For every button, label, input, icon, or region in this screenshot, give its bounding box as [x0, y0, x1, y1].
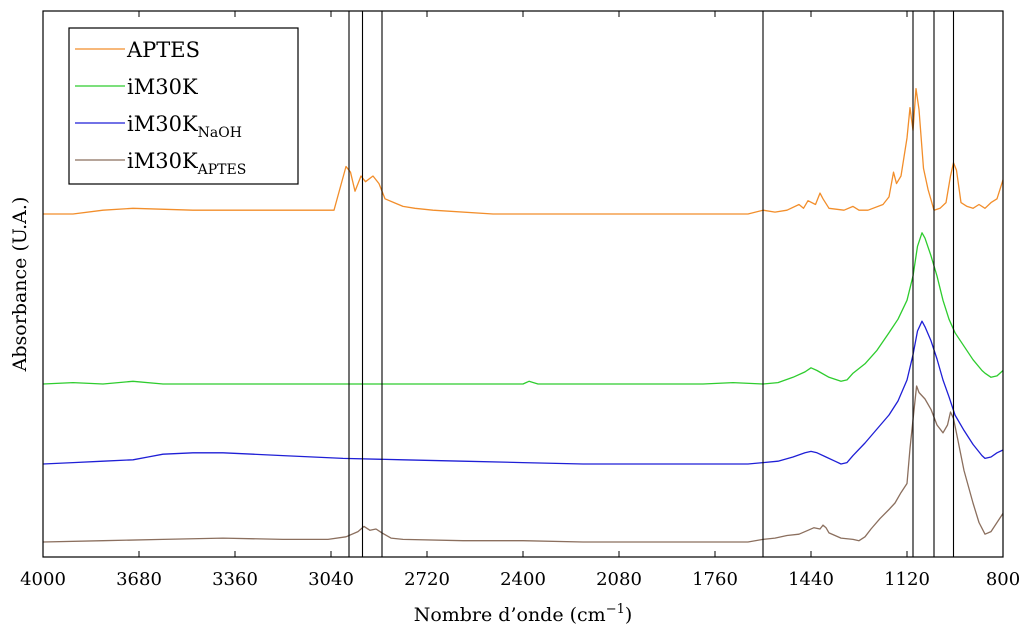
x-tick-label: 1440 — [788, 569, 834, 590]
series-line-im30k — [42, 232, 1004, 385]
series-line-aptes — [43, 87, 1004, 215]
x-tick-label: 2720 — [404, 569, 450, 590]
x-tick-label: 1760 — [692, 569, 738, 590]
legend: APTES iM30K iM30KNaOH iM30KAPTES — [68, 27, 299, 185]
x-axis-label: Nombre d’onde (cm−1) — [414, 602, 633, 626]
x-tick-label: 3040 — [308, 569, 354, 590]
x-tick-label: 3360 — [212, 569, 258, 590]
x-tick-label: 2400 — [500, 569, 546, 590]
series-line-im30k-naoh — [42, 320, 1004, 465]
x-axis-label-sup: −1 — [606, 602, 625, 617]
legend-label: iM30KNaOH — [127, 112, 242, 141]
legend-box — [68, 27, 299, 185]
legend-label: iM30K — [127, 75, 198, 99]
x-axis-label-main: Nombre d’onde (cm — [414, 604, 606, 626]
x-tick-label: 3680 — [116, 569, 162, 590]
x-axis-ticks: 4000 3680 3360 3040 2720 2400 2080 1760 1440 1120… — [20, 11, 1020, 590]
legend-label: APTES — [126, 38, 200, 62]
y-axis-label: Absorbance (U.A.) — [9, 197, 31, 373]
reference-lines — [348, 11, 955, 557]
series-line-im30k-aptes — [42, 385, 1004, 543]
x-tick-label: 4000 — [20, 569, 66, 590]
x-tick-label: 800 — [986, 569, 1020, 590]
x-tick-label: 2080 — [596, 569, 642, 590]
x-tick-label: 1120 — [884, 569, 930, 590]
x-axis-label-close: ) — [625, 604, 632, 626]
legend-label: iM30KAPTES — [127, 149, 246, 178]
